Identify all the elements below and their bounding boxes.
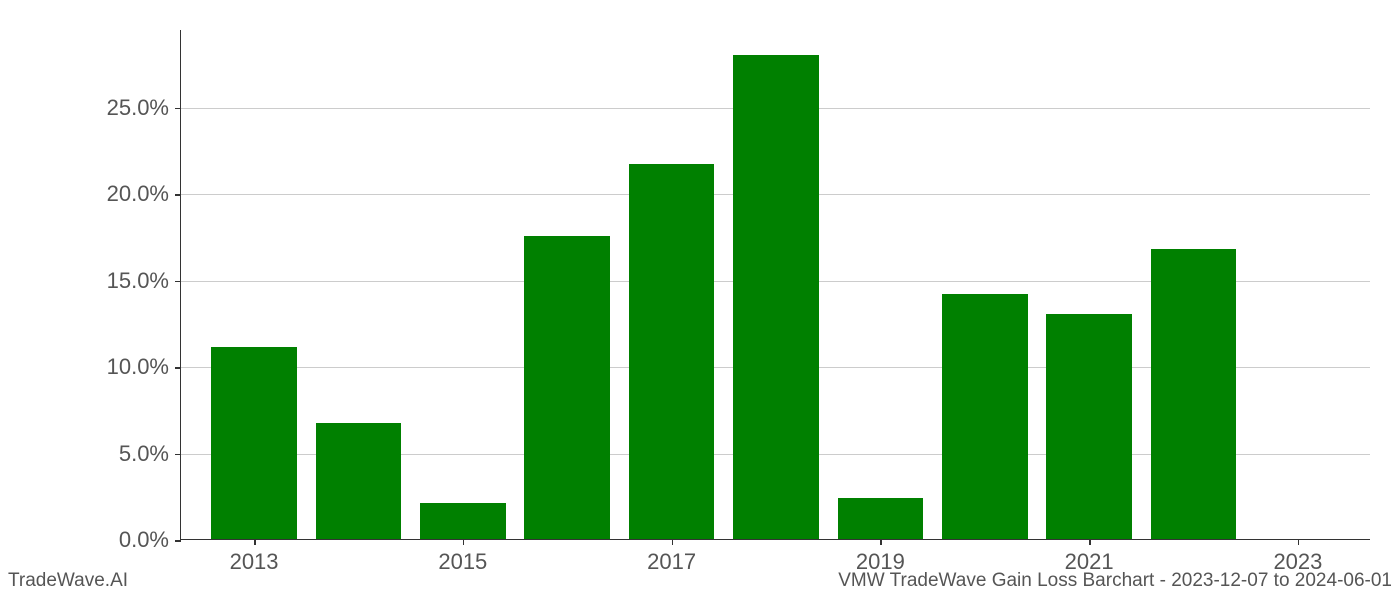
bar xyxy=(629,164,715,539)
y-tick-label: 5.0% xyxy=(119,441,181,467)
y-tick-label: 10.0% xyxy=(107,354,181,380)
y-tick-label: 25.0% xyxy=(107,95,181,121)
bar xyxy=(211,347,297,539)
bar xyxy=(733,55,819,539)
chart-container: 0.0%5.0%10.0%15.0%20.0%25.0%201320152017… xyxy=(180,30,1370,540)
bar xyxy=(942,294,1028,539)
y-tick-label: 0.0% xyxy=(119,527,181,553)
x-tick-label: 2015 xyxy=(438,539,487,575)
bar xyxy=(316,423,402,539)
footer-left-label: TradeWave.AI xyxy=(8,570,128,592)
bar xyxy=(838,498,924,539)
footer-right-label: VMW TradeWave Gain Loss Barchart - 2023-… xyxy=(838,570,1392,592)
y-tick-label: 15.0% xyxy=(107,268,181,294)
bar xyxy=(1151,249,1237,539)
bar xyxy=(420,503,506,539)
x-tick-label: 2013 xyxy=(230,539,279,575)
bar xyxy=(524,236,610,539)
bar xyxy=(1046,314,1132,539)
y-tick-label: 20.0% xyxy=(107,181,181,207)
x-tick-label: 2017 xyxy=(647,539,696,575)
plot-area: 0.0%5.0%10.0%15.0%20.0%25.0%201320152017… xyxy=(180,30,1370,540)
